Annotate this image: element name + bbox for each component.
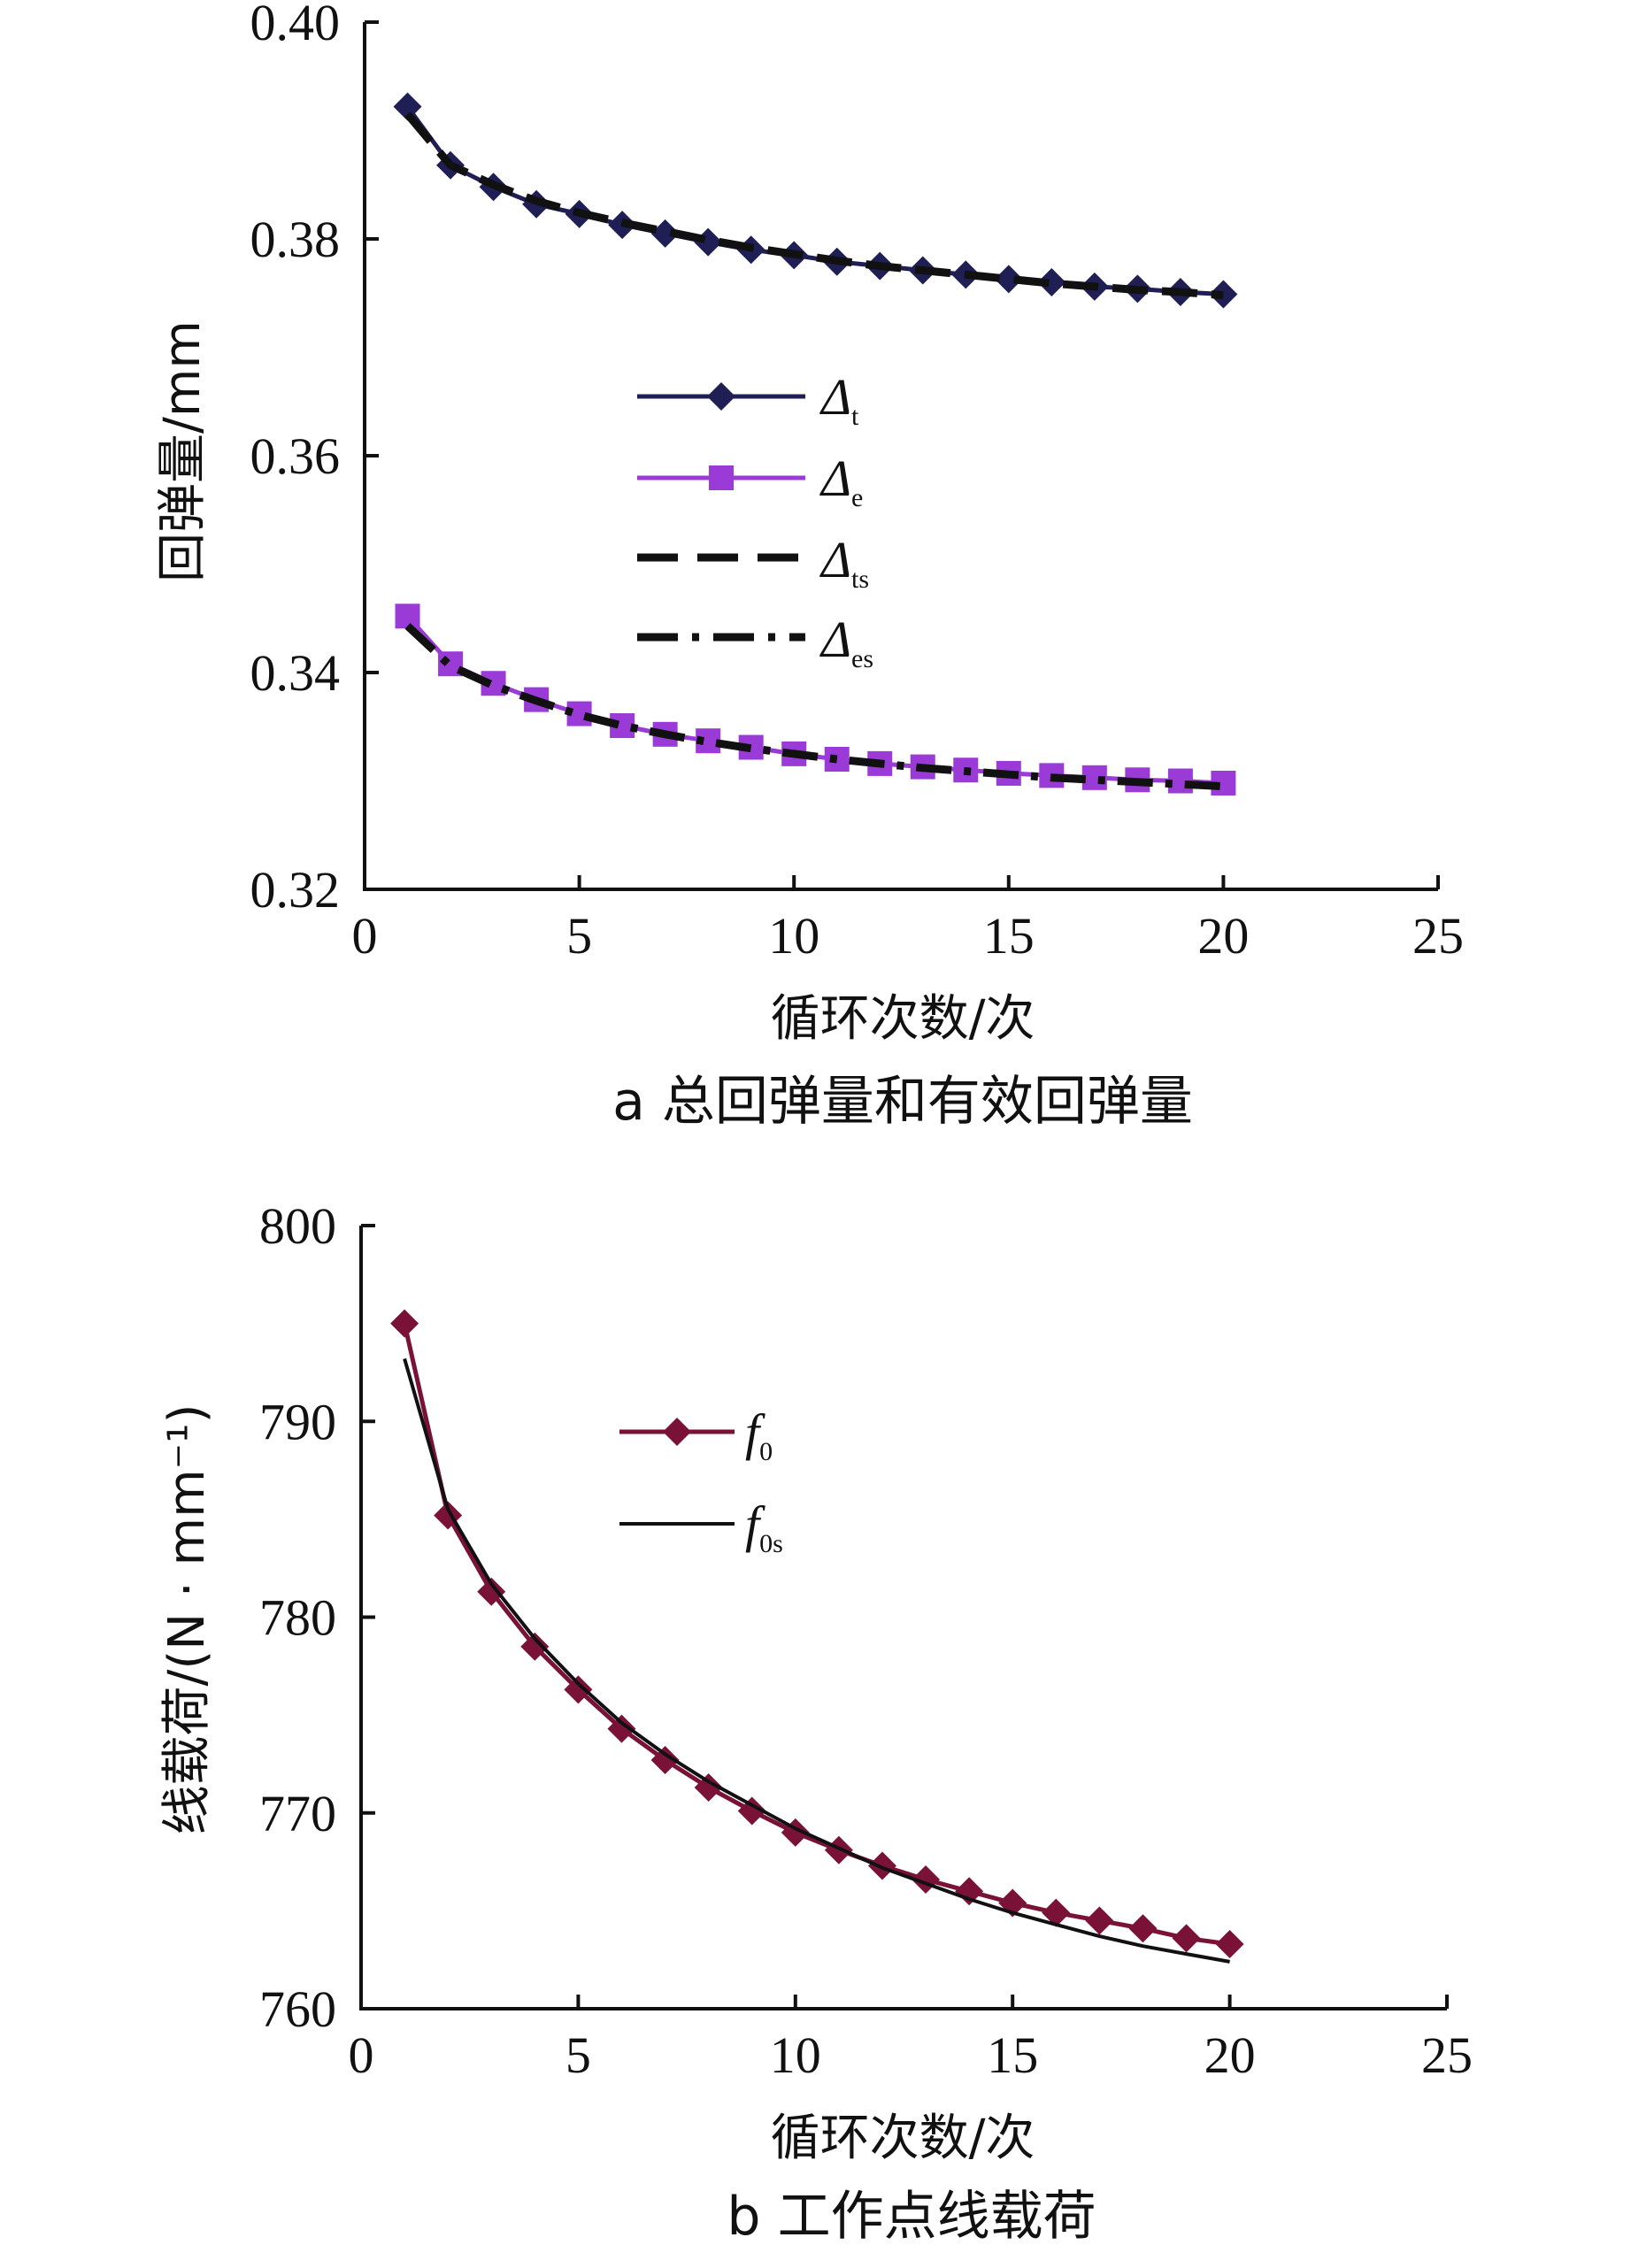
chart-a-ytick-label: 0.40 — [250, 0, 341, 51]
chart-a-series-line--ts — [404, 111, 1224, 300]
chart-a-ylabel: 回弹量/mm — [154, 320, 212, 582]
chart-b-point-f0 — [520, 1632, 550, 1661]
chart-a-point--t — [650, 219, 680, 248]
chart-b-axes — [359, 1226, 1447, 2010]
chart-a-series-line--es — [404, 623, 1224, 791]
chart-b-point-f0 — [1172, 1924, 1201, 1953]
svg-text:f0s: f0s — [745, 1495, 783, 1558]
chart-a-point--e — [395, 604, 420, 629]
chart-a-xtick-label: 20 — [1197, 907, 1249, 965]
chart-b-point-f0 — [737, 1796, 766, 1826]
legend-item-delta-es: Δes — [637, 611, 873, 673]
chart-b-ytick-label: 770 — [259, 1785, 336, 1842]
chart-b-point-f0 — [607, 1714, 636, 1743]
chart-a-xtick-label: 0 — [352, 907, 378, 965]
legend-item-delta-t: Δt — [637, 368, 859, 431]
legend-label-main: Δ — [819, 611, 851, 668]
chart-a-caption: a 总回弹量和有效回弹量 — [612, 1071, 1193, 1133]
legend-item-delta-ts: Δts — [637, 531, 869, 594]
legend-label-sub: t — [851, 402, 859, 431]
chart-b-point-f0 — [824, 1835, 853, 1864]
legend-label-sub: ts — [851, 565, 869, 594]
chart-a-ytick-label: 0.38 — [250, 211, 341, 268]
chart-b-point-f0 — [867, 1851, 896, 1880]
chart-b-point-f0 — [1128, 1914, 1158, 1943]
chart-b-xtick-label: 20 — [1204, 2026, 1256, 2084]
chart-b-point-f0 — [564, 1675, 593, 1704]
chart-b-point-f0 — [650, 1746, 680, 1775]
chart-a-xtick-label: 5 — [566, 907, 592, 965]
legend-item-f0: f0 — [619, 1403, 773, 1466]
legend-item-f0s: f0s — [619, 1495, 783, 1558]
chart-b-point-f0 — [1085, 1906, 1114, 1935]
legend-label-sub: 0s — [759, 1529, 783, 1558]
svg-text:f0: f0 — [745, 1403, 773, 1466]
legend-label-main: Δ — [819, 450, 851, 507]
legend-label-main: Δ — [819, 368, 851, 426]
legend-label-main: Δ — [819, 531, 851, 588]
chart-a-xtick-label: 25 — [1412, 907, 1464, 965]
chart-b-xlabel: 循环次数/次 — [771, 2110, 1035, 2167]
chart-b-ytick-label: 800 — [259, 1197, 336, 1255]
legend-item-delta-e: Δe — [637, 450, 863, 512]
chart-b-series-line-f0 — [402, 1323, 1230, 1947]
chart-b-point-f0 — [694, 1772, 723, 1802]
chart-a-ytick-label: 0.36 — [250, 427, 341, 485]
svg-text:Δe: Δe — [819, 450, 863, 512]
svg-text:Δes: Δes — [819, 611, 873, 673]
chart-b-ylabel: 线载荷/(N · mm⁻¹) — [158, 1404, 216, 1835]
svg-text:Δts: Δts — [819, 531, 869, 594]
chart-b-point-f0 — [477, 1577, 506, 1606]
chart-a-ytick-label: 0.34 — [250, 644, 341, 702]
chart-a-ytick-label: 0.32 — [250, 861, 341, 919]
legend-label-sub: e — [851, 483, 863, 512]
chart-b-point-f0 — [390, 1309, 419, 1338]
chart-b-ytick-label: 760 — [259, 1980, 336, 2038]
chart-a-point--t — [994, 265, 1023, 294]
chart-b: 0 5 10 15 20 25 760 770 780 790 800 线载荷/(N · mm⁻¹)… — [158, 1197, 1473, 2248]
chart-b-xtick-label: 15 — [987, 2026, 1038, 2084]
chart-b-caption: b 工作点线载荷 — [727, 2186, 1096, 2248]
chart-a-axes — [363, 22, 1438, 891]
chart-a-point--t — [393, 92, 422, 121]
svg-text:Δt: Δt — [819, 368, 859, 431]
chart-a-point--t — [1037, 268, 1066, 296]
chart-b-ytick-label: 790 — [259, 1393, 336, 1450]
chart-a-legend: Δt Δe Δts Δes — [637, 368, 873, 673]
legend-label-sub: es — [851, 644, 873, 673]
chart-a: 0 5 10 15 20 25 0.32 0.34 0.36 0.38 0.40 回弹量/mm 循环… — [154, 0, 1464, 1133]
chart-b-xtick-label: 10 — [770, 2026, 821, 2084]
chart-b-xtick-label: 25 — [1421, 2026, 1473, 2084]
legend-label-sub: 0 — [759, 1437, 773, 1466]
chart-a-point--t — [694, 227, 723, 257]
chart-b-xtick-label: 5 — [565, 2026, 591, 2084]
chart-a-xtick-label: 15 — [983, 907, 1035, 965]
chart-b-point-f0 — [1215, 1929, 1244, 1958]
chart-b-ytick-label: 780 — [259, 1589, 336, 1647]
chart-a-xtick-label: 10 — [768, 907, 819, 965]
chart-a-xlabel: 循环次数/次 — [771, 990, 1035, 1048]
chart-b-xtick-label: 0 — [349, 2026, 374, 2084]
chart-b-series-line-f0s — [403, 1357, 1230, 1964]
chart-b-legend: f0 f0s — [619, 1403, 783, 1558]
chart-b-point-f0 — [1042, 1898, 1071, 1927]
